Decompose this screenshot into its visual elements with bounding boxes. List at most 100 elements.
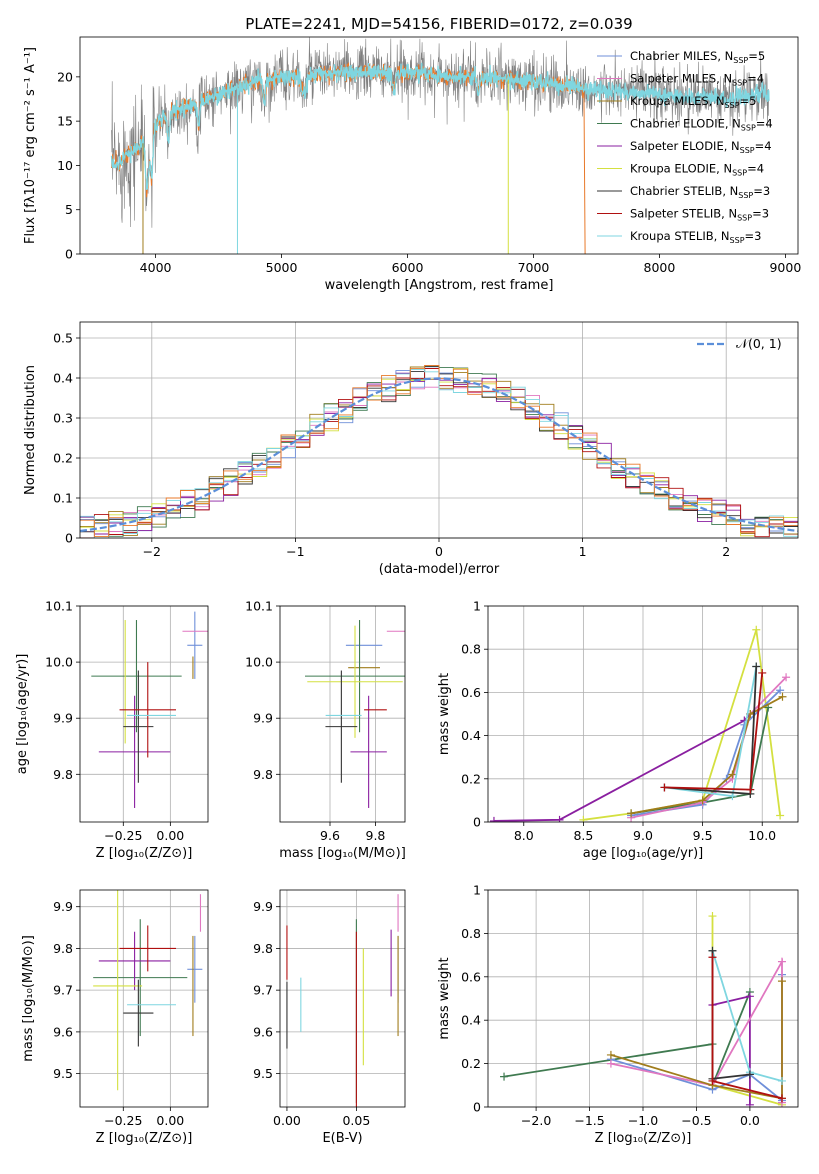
x-tick-label: 7000 (518, 260, 550, 275)
y-tick-label: 9.8 (53, 941, 73, 956)
x-axis-label: Z [log₁₀(Z/Z⊙)] (96, 846, 193, 861)
x-tick-label: 9.6 (320, 828, 340, 843)
y-tick-label: 9.5 (253, 1066, 273, 1081)
legend-label-sub: SSP (738, 191, 753, 200)
y-axis-label: Flux [fλ10⁻¹⁷ erg cm⁻² s⁻¹ A⁻¹] (23, 47, 38, 244)
y-tick-label: 9.8 (253, 941, 273, 956)
y-tick-label: 9.9 (253, 711, 273, 726)
axes-frame (79, 605, 209, 823)
x-tick-label: −0.25 (104, 1113, 142, 1128)
weight-point-marker (752, 625, 761, 634)
y-tick-label: 0.3 (53, 411, 73, 426)
grid (80, 890, 208, 1107)
x-tick-label: 4000 (140, 260, 172, 275)
y-tick-label: 10.1 (45, 599, 73, 614)
x-tick-label: −1 (286, 544, 304, 559)
weight-point-marker (500, 1072, 509, 1081)
weight-point-marker (660, 783, 669, 792)
legend-label: Kroupa MILES, NSSP=5 (630, 94, 756, 110)
x-tick-label: −2.0 (521, 1113, 551, 1128)
x-tick-label: 6000 (392, 260, 424, 275)
weight-point-marker (777, 977, 786, 986)
y-tick-label: 0.8 (461, 642, 481, 657)
mass-vs-metallicity-panel: −0.25 0.00 9.5 9.6 9.7 9.8 9.9 Z [log₁₀(Z/Z⊙)] m… (21, 889, 209, 1146)
legend-label: Salpeter STELIB, NSSP=3 (630, 207, 769, 223)
y-axis-label: mass weight (437, 673, 452, 755)
y-tick-label: 9.5 (53, 1066, 73, 1081)
weight-point-marker (555, 815, 564, 822)
axes-frame (279, 605, 406, 823)
spectrum-model-stelib-line (110, 62, 770, 191)
plot-area (80, 364, 798, 538)
x-tick-label: 0.00 (156, 1113, 184, 1128)
legend-label-sub: SSP (732, 79, 747, 88)
age-vs-mass-panel: 9.6 9.8 9.8 9.9 10.0 10.1 mass [log₁₀(M/M⊙)] (245, 599, 406, 862)
x-tick-label: 8000 (644, 260, 676, 275)
legend-label-text: Kroupa STELIB, N (630, 229, 730, 243)
x-tick-label: 9.5 (693, 828, 713, 843)
weight-point-marker (708, 953, 717, 962)
grid (280, 890, 405, 1107)
legend-label: Chabrier MILES, NSSP=5 (630, 49, 765, 65)
plot-area (305, 620, 405, 808)
weight-point-marker (708, 1076, 717, 1085)
legend-label: Salpeter ELODIE, NSSP=4 (630, 139, 772, 155)
residual-histogram-line (80, 369, 798, 538)
legend-label-text: Chabrier STELIB, N (630, 184, 738, 198)
y-tick-label: 9.6 (53, 1024, 73, 1039)
y-tick-label: 9.7 (253, 983, 273, 998)
y-tick-label: 20 (57, 69, 73, 84)
age-vs-metallicity-panel: −0.25 0.00 9.8 9.9 10.0 10.1 Z [log₁₀(Z/Z⊙)] ag… (15, 599, 209, 861)
legend-label-value: =5 (748, 49, 765, 63)
weight-point-marker (778, 692, 787, 701)
legend-label: 𝒩(0, 1) (736, 336, 782, 351)
weight-point-marker (777, 1076, 786, 1085)
legend-label-text: Chabrier ELODIE, N (630, 117, 741, 131)
weight-series-line (630, 707, 770, 815)
x-tick-label: −1.5 (574, 1113, 604, 1128)
y-axis-label: age [log₁₀(age/yr)] (15, 654, 30, 775)
legend-label-value: =3 (753, 184, 770, 198)
legend-label-value: =3 (752, 207, 769, 221)
y-tick-label: 10.0 (245, 655, 273, 670)
weight-point-marker (579, 815, 588, 822)
y-tick-label: 0.4 (461, 1013, 481, 1028)
spectrum-data-line (111, 37, 770, 228)
y-tick-label: 0.5 (53, 331, 73, 346)
legend-label-text: Chabrier MILES, N (630, 49, 733, 63)
weight-point-marker (776, 811, 785, 820)
legend-label: Chabrier ELODIE, NSSP=4 (630, 117, 773, 133)
x-tick-label: −2 (143, 544, 161, 559)
y-tick-label: 9.6 (253, 1024, 273, 1039)
x-axis-label: Z [log₁₀(Z/Z⊙)] (96, 1131, 193, 1146)
y-tick-label: 9.9 (53, 711, 73, 726)
y-axis-label: mass [log₁₀(M/M⊙)] (21, 935, 36, 1062)
x-tick-label: 0.0 (740, 1113, 760, 1128)
y-tick-label: 10.1 (245, 599, 273, 614)
x-axis-label: wavelength [Angstrom, rest frame] (325, 278, 554, 293)
x-tick-label: 9000 (769, 260, 801, 275)
x-tick-label: −0.5 (681, 1113, 711, 1128)
y-tick-label: 9.7 (53, 983, 73, 998)
y-tick-label: 0 (473, 815, 481, 830)
x-axis-label: (data-model)/error (379, 562, 500, 577)
weight-point-marker (777, 1094, 786, 1103)
y-tick-label: 0.2 (461, 771, 481, 786)
y-tick-label: 15 (57, 114, 73, 129)
y-tick-label: 10.0 (45, 655, 73, 670)
legend-label: Kroupa ELODIE, NSSP=4 (630, 162, 764, 178)
weight-series-line (610, 981, 783, 1100)
y-tick-label: 0 (65, 531, 73, 546)
axes-frame (487, 605, 799, 823)
residuals-panel: −2 −1 0 1 2 0 0.1 0.2 0.3 0.4 0.5 (data-model)/erro… (23, 321, 799, 577)
y-tick-label: 0.4 (461, 728, 481, 743)
weight-point-marker (708, 912, 717, 921)
weight-point-marker (489, 816, 498, 822)
axes-frame (79, 36, 799, 255)
legend-label-sub: SSP (737, 214, 752, 223)
plot-area (93, 890, 203, 1091)
legend-label-text: Kroupa ELODIE, N (630, 162, 732, 176)
weight-point-marker (745, 1070, 754, 1079)
y-tick-label: 0.8 (461, 926, 481, 941)
